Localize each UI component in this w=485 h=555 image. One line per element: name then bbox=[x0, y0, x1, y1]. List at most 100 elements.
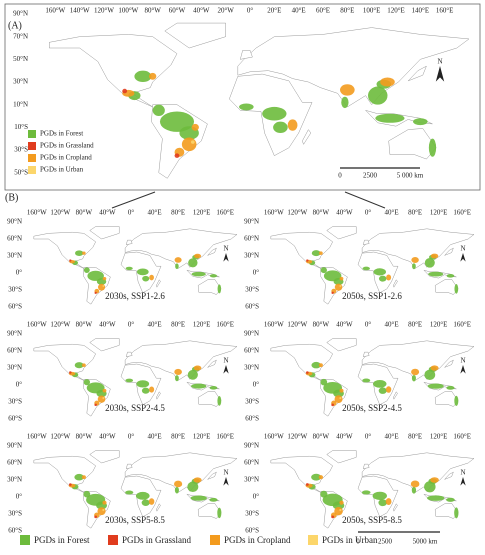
lon-label: 120°E bbox=[430, 209, 448, 217]
land bbox=[388, 128, 437, 160]
pgd-area bbox=[386, 274, 392, 281]
pgd-area bbox=[320, 490, 328, 498]
lat-label: 0° bbox=[16, 381, 23, 389]
lon-label: 160°E bbox=[453, 321, 471, 329]
pgd-area bbox=[424, 369, 436, 380]
pgd-area bbox=[361, 490, 371, 495]
pgd-area bbox=[181, 137, 197, 152]
pgd-area bbox=[69, 259, 72, 262]
pgd-area bbox=[311, 361, 321, 369]
legend-swatch bbox=[28, 166, 36, 174]
legend-swatch bbox=[308, 535, 318, 545]
lon-label: 120°W bbox=[50, 321, 70, 329]
lon-label: 80°W bbox=[76, 209, 93, 217]
lat-label: 30°S bbox=[245, 286, 259, 294]
lat-label: 60°S bbox=[245, 303, 259, 311]
lat-label: 60°S bbox=[8, 303, 22, 311]
pgd-area bbox=[446, 385, 455, 390]
pgd-area bbox=[194, 253, 202, 259]
pgd-area bbox=[149, 386, 155, 393]
pgd-area bbox=[454, 507, 459, 519]
north-label: N bbox=[460, 469, 465, 477]
legend-label: PGDs in Grassland bbox=[40, 142, 94, 150]
north-arrow bbox=[460, 253, 466, 262]
pgd-area bbox=[209, 497, 218, 502]
land bbox=[164, 22, 226, 49]
pgd-area bbox=[135, 491, 150, 500]
legend-label: PGDs in Forest bbox=[40, 130, 83, 138]
land bbox=[156, 279, 161, 288]
land bbox=[207, 247, 217, 256]
pgd-area bbox=[209, 274, 217, 278]
lat-label: 50°N bbox=[13, 55, 28, 63]
land bbox=[125, 351, 133, 357]
lon-label: 160°E bbox=[436, 7, 454, 15]
land bbox=[444, 247, 454, 256]
pgd-area bbox=[174, 257, 182, 263]
pgd-area bbox=[136, 380, 150, 388]
pgd-area bbox=[334, 283, 343, 291]
legend-swatch bbox=[108, 535, 118, 545]
pgd-area bbox=[340, 84, 355, 96]
lat-label: 30°S bbox=[8, 398, 22, 406]
pgd-area bbox=[411, 486, 417, 494]
pgd-area bbox=[81, 475, 86, 480]
lon-label: 40°W bbox=[99, 209, 116, 217]
pgd-area bbox=[149, 72, 157, 80]
north-arrow bbox=[223, 477, 229, 486]
legend-swatch bbox=[28, 130, 36, 138]
lat-label: 0° bbox=[16, 493, 23, 501]
lon-label: 80°E bbox=[408, 321, 422, 329]
pgd-area bbox=[306, 371, 309, 374]
land bbox=[362, 239, 370, 245]
lon-label: 80°E bbox=[171, 209, 185, 217]
land bbox=[393, 279, 398, 288]
legend-label: PGDs in Urban bbox=[322, 535, 378, 545]
pgd-area bbox=[74, 362, 84, 369]
land bbox=[237, 27, 470, 108]
lat-label: 60°S bbox=[8, 527, 22, 535]
pgd-area bbox=[373, 379, 387, 388]
lat-label: 50°S bbox=[14, 168, 28, 176]
pgd-area bbox=[339, 397, 342, 400]
lat-label: 30°N bbox=[13, 78, 28, 86]
lat-label: 30°N bbox=[7, 252, 22, 260]
pgd-area bbox=[188, 258, 198, 268]
pgd-area bbox=[148, 498, 155, 505]
lat-label: 60°N bbox=[7, 235, 22, 243]
scale-label: 2500 bbox=[363, 172, 378, 180]
pgd-area bbox=[102, 285, 105, 287]
pgd-area bbox=[142, 275, 150, 282]
land bbox=[444, 471, 454, 480]
lat-label: 30°N bbox=[244, 252, 259, 260]
north-arrow bbox=[460, 477, 466, 486]
lat-label: 0° bbox=[253, 269, 260, 277]
lat-label: 60°S bbox=[245, 415, 259, 423]
land bbox=[207, 471, 217, 480]
legend-label: PGDs in Cropland bbox=[40, 154, 92, 162]
pgd-area bbox=[411, 256, 419, 263]
lon-label: 80°W bbox=[313, 321, 330, 329]
pgd-area bbox=[262, 106, 287, 121]
pgd-area bbox=[175, 263, 179, 270]
pgd-area bbox=[454, 284, 459, 294]
pgd-area bbox=[175, 375, 179, 382]
land bbox=[197, 278, 222, 295]
map-caption: 2050s, SSP2-4.5 bbox=[342, 403, 402, 413]
pgd-area bbox=[430, 365, 439, 371]
lon-label: 120°E bbox=[430, 433, 448, 441]
pgd-area bbox=[217, 395, 222, 406]
pgd-area bbox=[311, 250, 321, 257]
north-label: N bbox=[223, 469, 228, 477]
lon-label: 40°E bbox=[385, 209, 399, 217]
map-caption: 2030s, SSP1-2.6 bbox=[105, 291, 165, 301]
pgd-area bbox=[94, 515, 98, 519]
lon-label: 120°E bbox=[430, 321, 448, 329]
lat-label: 0° bbox=[16, 269, 23, 277]
scale-label: 2500 bbox=[378, 538, 393, 546]
land bbox=[89, 338, 120, 352]
pgd-area bbox=[187, 369, 198, 380]
lat-label: 90°N bbox=[7, 218, 22, 226]
land bbox=[362, 463, 370, 469]
pgd-area bbox=[427, 383, 444, 389]
